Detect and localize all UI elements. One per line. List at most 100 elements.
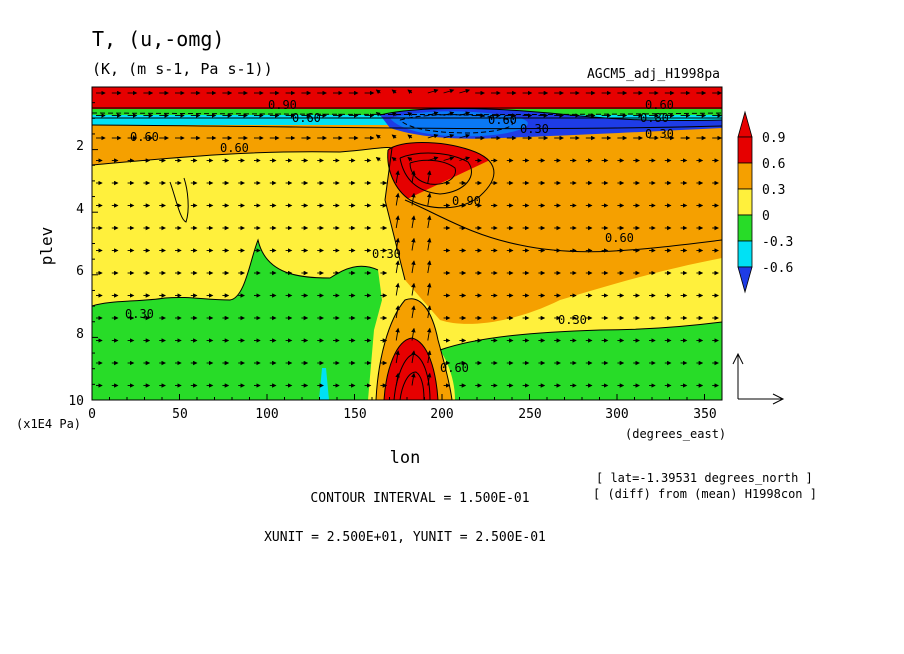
- wind-vector-arrow: [411, 237, 416, 251]
- contour-label: 0.30: [558, 313, 587, 327]
- y-tick-label: 4: [76, 202, 84, 217]
- wind-vector-arrow: [411, 305, 416, 319]
- diff-note: [ (diff) from (mean) H1998con ]: [593, 487, 817, 501]
- colorbar-swatch: [737, 214, 753, 242]
- x-tick-label: 50: [172, 407, 188, 422]
- wind-vector-arrow: [427, 111, 439, 116]
- wind-vector-arrow: [426, 192, 432, 206]
- colorbar-label: 0.3: [762, 183, 785, 198]
- y-tick-label: 6: [76, 264, 84, 279]
- wind-vector-arrow: [426, 215, 432, 229]
- contour-interval-note: CONTOUR INTERVAL = 1.500E-01: [310, 491, 529, 506]
- wind-vector-arrow: [411, 192, 416, 206]
- wind-vector-arrow: [395, 170, 400, 184]
- wind-vector-arrow: [407, 89, 413, 95]
- y-tick-label: 8: [76, 327, 84, 342]
- run-label: AGCM5_adj_H1998pa: [587, 67, 720, 82]
- colorbar-top-triangle: [737, 110, 753, 138]
- wind-vector-arrow: [411, 260, 416, 274]
- colorbar-swatch: [737, 188, 753, 216]
- wind-vector-arrow: [426, 350, 432, 364]
- x-tick-label: 350: [693, 407, 716, 422]
- wind-vector-arrow: [407, 112, 413, 117]
- wind-vector-arrow: [411, 327, 416, 341]
- y-tick-label: 10: [68, 394, 84, 409]
- wind-vector-arrow: [395, 237, 400, 251]
- wind-vector-arrow: [395, 350, 400, 364]
- contour-label: 0.60: [220, 141, 249, 155]
- wind-vector-arrow: [426, 282, 432, 296]
- colorbar-label: 0.9: [762, 131, 785, 146]
- x-tick-label: 250: [518, 407, 541, 422]
- wind-vector-arrow: [411, 170, 416, 184]
- y-axis-label: plev: [37, 227, 56, 266]
- wind-vector-arrow: [395, 305, 400, 319]
- colorbar-label: -0.6: [762, 261, 793, 276]
- wind-vector-arrow: [426, 170, 432, 184]
- orange-plume-tail: [405, 160, 722, 252]
- negative-contours: [92, 112, 722, 134]
- y-tick-label: 2: [76, 139, 84, 154]
- wind-vector-arrow: [407, 157, 413, 162]
- x-tick-label: 0: [88, 407, 96, 422]
- contour-label: 0.60: [488, 113, 517, 127]
- green-region: [92, 240, 382, 400]
- x-axis-unit: (degrees_east): [625, 427, 726, 441]
- contour-label: 0.60: [130, 130, 159, 144]
- wind-vector-arrow: [427, 133, 439, 139]
- contour-label: 0.80: [640, 111, 669, 125]
- x-tick-label: 200: [430, 407, 453, 422]
- y-axis-unit: (x1E4 Pa): [16, 417, 81, 431]
- wind-vector-arrow: [375, 134, 381, 140]
- wind-vector-arrow: [391, 134, 397, 140]
- vector-unit-note: XUNIT = 2.500E+01, YUNIT = 2.500E-01: [264, 530, 546, 545]
- contour-label: 0.30: [125, 307, 154, 321]
- cyan-surface-spot: [319, 368, 329, 400]
- wind-vector-arrow: [426, 327, 432, 341]
- wind-vectors: [96, 88, 722, 388]
- wind-vector-arrow: [459, 111, 471, 116]
- latitude-note: [ lat=-1.39531 degrees_north ]: [596, 471, 813, 485]
- x-tick-label: 100: [255, 407, 278, 422]
- colorbar: 0.9 0.6 0.3 0 -0.3 -0.6: [737, 110, 793, 294]
- wind-vector-arrow: [443, 133, 455, 139]
- wind-vector-arrow: [426, 260, 432, 274]
- x-tick-label: 150: [343, 407, 366, 422]
- reference-vector: [732, 352, 785, 405]
- wind-vector-arrow: [391, 112, 397, 117]
- contour-label: 0.60: [645, 98, 674, 112]
- colorbar-swatch: [737, 240, 753, 268]
- wind-vector-arrow: [391, 89, 397, 95]
- wind-vector-arrow: [395, 192, 400, 206]
- wind-vector-arrow: [375, 112, 381, 117]
- contour-label: 0.60: [440, 361, 469, 375]
- wind-vector-arrow: [395, 372, 400, 386]
- wind-vector-arrow: [411, 282, 416, 296]
- wind-vector-arrow: [443, 111, 455, 116]
- wind-vector-arrow: [395, 260, 400, 274]
- wind-vector-arrow: [375, 157, 381, 162]
- y-axis: 2 4 6 8 10 (x1E4 Pa) plev: [16, 86, 98, 431]
- colorbar-label: 0: [762, 209, 770, 224]
- x-axis-label: lon: [390, 448, 421, 468]
- wind-vector-arrow: [426, 237, 432, 251]
- contour-label: 0.90: [452, 194, 481, 208]
- wind-vector-arrow: [426, 305, 432, 319]
- wind-vector-arrow: [443, 88, 455, 94]
- top-red-band: [92, 87, 722, 109]
- colorbar-swatch: [737, 136, 753, 164]
- contour-label: 0.60: [605, 231, 634, 245]
- contour-label: 0.60: [292, 111, 321, 125]
- wind-vector-arrow: [426, 372, 432, 386]
- wind-vector-arrow: [395, 327, 400, 341]
- colorbar-label: -0.3: [762, 235, 793, 250]
- colorbar-swatch: [737, 162, 753, 190]
- wind-vector-arrow: [407, 134, 413, 140]
- colorbar-bottom-triangle: [737, 266, 753, 294]
- wind-vector-arrow: [375, 89, 381, 95]
- x-tick-label: 300: [605, 407, 628, 422]
- wind-vector-arrow: [411, 372, 416, 386]
- contour-label: 0.30: [645, 127, 674, 141]
- wind-vector-arrow: [427, 88, 439, 94]
- contour-label: 0.30: [520, 122, 549, 136]
